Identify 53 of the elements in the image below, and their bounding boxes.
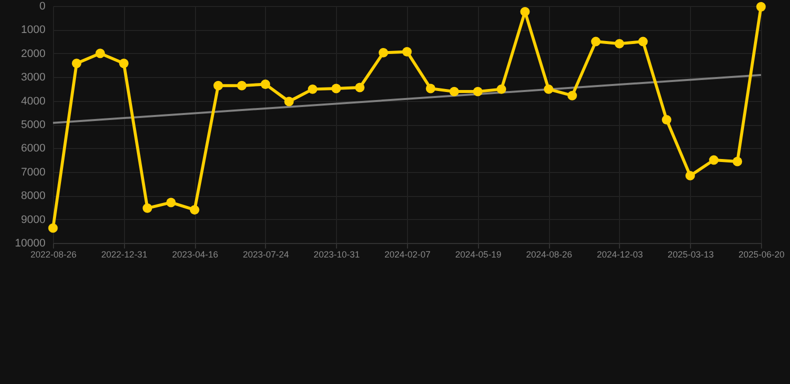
point — [166, 198, 176, 208]
x-tick-label: 2024-02-07 — [384, 250, 431, 260]
y-tick-label: 6000 — [21, 142, 46, 155]
y-tick-label: 8000 — [21, 190, 46, 202]
x-tick-label: 2024-08-26 — [526, 250, 572, 260]
point — [638, 36, 648, 46]
point — [426, 84, 436, 94]
point — [544, 84, 554, 94]
y-tick-label: 7000 — [21, 166, 46, 178]
x-tick-label: 2022-12-31 — [101, 250, 148, 260]
point — [520, 6, 530, 16]
point — [496, 84, 506, 94]
x-tick-label: 2024-12-03 — [596, 250, 643, 260]
point — [308, 84, 318, 94]
y-tick-label: 3000 — [21, 72, 46, 84]
y-tick-label: 0 — [39, 0, 46, 12]
point — [284, 96, 294, 106]
point — [567, 90, 577, 100]
point — [142, 203, 152, 213]
y-tick-label: 4000 — [21, 95, 46, 108]
point — [732, 156, 742, 166]
point — [355, 82, 365, 92]
point — [591, 36, 601, 46]
y-tick-label: 9000 — [21, 214, 46, 226]
point — [402, 47, 412, 56]
x-tick-label: 2023-04-16 — [172, 250, 218, 260]
point — [449, 86, 459, 96]
y-tick-label: 5000 — [21, 119, 46, 131]
point — [662, 115, 672, 124]
x-tick-label: 2025-03-13 — [668, 250, 714, 260]
point — [331, 84, 341, 94]
point — [260, 79, 270, 89]
point — [190, 205, 200, 215]
point — [72, 58, 82, 68]
point — [119, 58, 129, 68]
x-tick-label: 2022-08-26 — [30, 250, 77, 260]
y-tick-label: 10000 — [14, 238, 46, 250]
point — [685, 170, 695, 180]
x-tick-label: 2025-06-20 — [738, 250, 785, 260]
x-tick-label: 2023-10-31 — [314, 250, 360, 260]
point — [378, 48, 388, 58]
point — [48, 223, 58, 233]
point — [709, 155, 719, 165]
y-tick-label: 2000 — [21, 48, 46, 60]
point — [614, 38, 624, 48]
point — [213, 80, 223, 90]
x-tick-label: 2023-07-24 — [242, 250, 289, 260]
y-tick-label: 1000 — [21, 24, 46, 36]
point — [756, 2, 766, 12]
x-tick-label: 2024-05-19 — [455, 250, 502, 260]
point — [473, 86, 483, 96]
point — [95, 48, 105, 58]
point — [237, 80, 247, 90]
